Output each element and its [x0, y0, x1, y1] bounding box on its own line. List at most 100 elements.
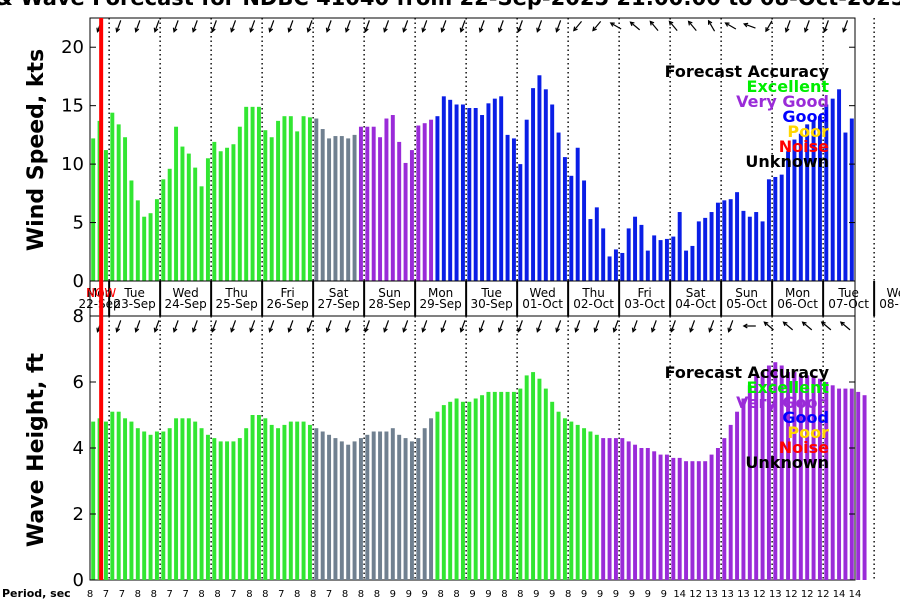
bar	[282, 424, 287, 580]
bar	[371, 431, 376, 580]
direction-arrowhead	[609, 22, 615, 27]
bar	[760, 372, 765, 580]
direction-arrowhead	[689, 327, 694, 333]
bar	[862, 395, 867, 580]
direction-arrow	[154, 20, 160, 32]
bar	[135, 428, 140, 580]
date-label: 30-Sep	[471, 297, 513, 311]
bar	[779, 174, 784, 281]
direction-arrow	[269, 20, 275, 32]
bar	[218, 151, 223, 281]
period-value: 13	[721, 589, 734, 600]
bar	[148, 213, 153, 281]
date-label: 07-Oct	[828, 297, 869, 311]
direction-arrow	[116, 320, 122, 332]
y-tick-label: 10	[61, 154, 84, 175]
bar	[339, 136, 344, 281]
period-value: 8	[310, 589, 316, 600]
bar	[409, 150, 414, 281]
bar	[301, 421, 306, 580]
direction-arrow	[708, 20, 716, 32]
direction-arrowhead	[763, 321, 769, 327]
bar	[492, 391, 497, 580]
bar	[531, 88, 536, 281]
day-label: Tue	[480, 286, 502, 300]
bar	[218, 441, 223, 580]
period-value: 8	[135, 589, 141, 600]
bar	[486, 391, 491, 580]
period-value: 9	[645, 589, 651, 600]
bar	[441, 96, 446, 281]
bar	[193, 421, 198, 580]
period-value: 13	[705, 589, 718, 600]
direction-arrowhead	[249, 327, 254, 333]
wave-legend-excellent: Excellent	[747, 378, 830, 397]
bar	[766, 179, 771, 281]
bar	[550, 104, 555, 281]
direction-arrowhead	[801, 321, 807, 327]
direction-arrow	[192, 20, 198, 32]
direction-arrow	[498, 320, 504, 332]
direction-arrowhead	[440, 27, 446, 33]
period-value: 8	[198, 589, 204, 600]
period-value: 9	[390, 589, 396, 600]
wave-legend-very-good: Very Good	[736, 393, 829, 412]
period-value: 12	[801, 589, 814, 600]
date-label: 28-Sep	[369, 297, 411, 311]
bar	[639, 224, 644, 281]
bar	[601, 438, 606, 580]
direction-arrowhead	[134, 327, 140, 333]
direction-arrowhead	[383, 327, 388, 333]
day-label: Mon	[428, 286, 453, 300]
direction-arrowhead	[249, 27, 254, 33]
bar	[754, 375, 759, 580]
direction-arrowhead	[230, 27, 235, 33]
bar	[295, 131, 300, 281]
bar	[703, 217, 708, 281]
bar	[798, 133, 803, 281]
bar	[543, 388, 548, 580]
wind-legend-title: Forecast Accuracy	[665, 62, 830, 81]
direction-arrow	[383, 320, 390, 332]
bar	[123, 418, 128, 580]
wave-direction-arrows	[96, 320, 851, 333]
direction-arrowhead	[497, 27, 503, 33]
bar	[448, 99, 453, 281]
bar	[154, 199, 159, 281]
direction-arrowhead	[612, 327, 618, 333]
direction-arrowhead	[364, 327, 369, 333]
direction-arrowhead	[172, 327, 178, 333]
period-value: 8	[517, 589, 523, 600]
direction-arrow	[763, 321, 774, 331]
direction-arrow	[536, 20, 543, 32]
wave-panel: 0 2 4 6 8 Wave Height, ft Forecast Accuracy …	[24, 306, 875, 591]
direction-arrow	[230, 20, 237, 32]
bar	[664, 454, 669, 580]
bar	[856, 391, 861, 580]
bar	[473, 108, 478, 281]
bar	[817, 116, 822, 281]
direction-arrow	[154, 320, 160, 332]
period-value: 9	[629, 589, 635, 600]
bar	[199, 428, 204, 580]
direction-arrow	[594, 320, 600, 332]
bar	[569, 175, 574, 281]
bar	[645, 448, 650, 580]
period-value: 9	[485, 589, 491, 600]
date-label: 24-Sep	[165, 297, 207, 311]
date-label: 26-Sep	[267, 297, 309, 311]
bar	[824, 382, 829, 580]
direction-arrowhead	[211, 27, 216, 33]
direction-arrow	[307, 20, 313, 32]
direction-arrowhead	[592, 26, 597, 32]
bar	[620, 438, 625, 580]
bar	[543, 89, 548, 281]
direction-arrow	[498, 20, 504, 32]
direction-arrowhead	[134, 27, 140, 33]
bar	[161, 179, 166, 281]
wind-legend-unknown: Unknown	[745, 152, 829, 171]
direction-arrowhead	[325, 27, 331, 33]
y-tick-label: 8	[73, 306, 84, 327]
bar	[849, 388, 854, 580]
direction-arrowhead	[306, 27, 312, 33]
